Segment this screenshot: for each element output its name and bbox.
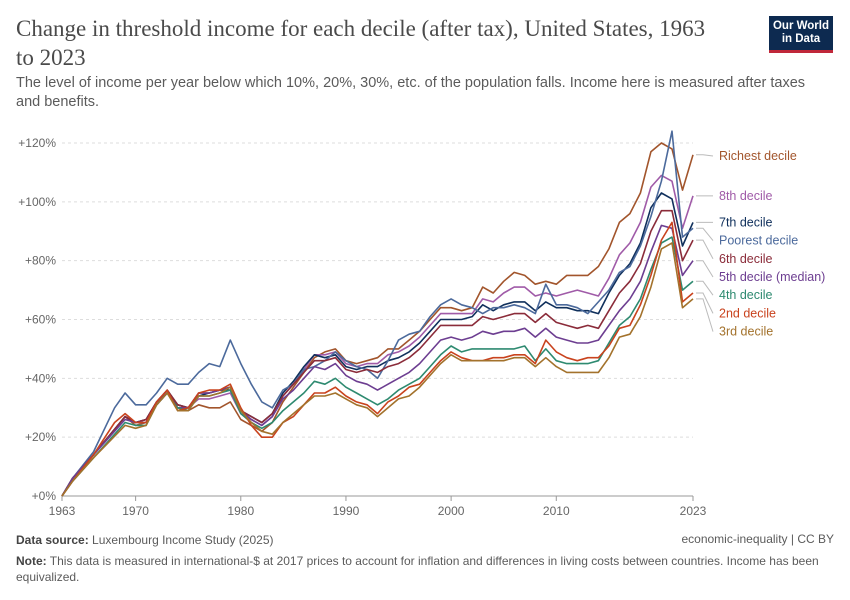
- x-tick-label: 2010: [543, 504, 570, 518]
- series-line-3rd-decile[interactable]: [61, 242, 694, 497]
- series-label[interactable]: Poorest decile: [719, 234, 798, 248]
- x-tick-label: 1963: [49, 504, 76, 518]
- data-source: Data source: Luxembourg Income Study (20…: [16, 532, 834, 548]
- series-label[interactable]: 8th decile: [719, 189, 773, 203]
- footnote: Note: This data is measured in internati…: [16, 553, 834, 585]
- note-text: This data is measured in international-$…: [16, 554, 819, 584]
- x-tick-label: 2000: [438, 504, 465, 518]
- series-line-6th-decile[interactable]: [61, 209, 694, 497]
- y-axis-ticks: +0% +20% +40% +60% +80% +100% +120%: [18, 136, 56, 503]
- owid-logo[interactable]: Our World in Data: [769, 16, 833, 53]
- y-tick-label: +0%: [32, 489, 57, 503]
- series-label[interactable]: 2nd decile: [719, 306, 776, 320]
- series-label[interactable]: 3rd decile: [719, 325, 773, 339]
- series-label[interactable]: Richest decile: [719, 149, 797, 163]
- series-lines: [61, 130, 694, 497]
- y-tick-label: +100%: [18, 195, 56, 209]
- label-connector: [696, 292, 714, 314]
- y-tick-label: +20%: [25, 430, 56, 444]
- label-connector: [696, 280, 714, 296]
- logo-line-1: Our World: [772, 20, 829, 32]
- series-line-poorest-decile[interactable]: [61, 130, 694, 497]
- label-connector: [696, 227, 714, 241]
- y-tick-label: +80%: [25, 254, 56, 268]
- license[interactable]: economic-inequality | CC BY: [681, 532, 834, 546]
- series-label[interactable]: 4th decile: [719, 288, 773, 302]
- label-connector: [696, 298, 714, 332]
- y-tick-label: +60%: [25, 313, 56, 327]
- series-label[interactable]: 7th decile: [719, 215, 773, 229]
- logo-line-2: in Data: [781, 33, 821, 45]
- chart-subtitle: The level of income per year below which…: [16, 75, 806, 110]
- line-chart: +0%+20%+40%+60%+80%+100%+120% 1963 1970 19…: [18, 130, 825, 518]
- series-label[interactable]: 5th decile (median): [719, 270, 825, 284]
- y-tick-label: +40%: [25, 371, 56, 385]
- source-text[interactable]: Luxembourg Income Study (2025): [92, 533, 274, 547]
- x-tick-label: 1970: [122, 504, 149, 518]
- source-label: Data source:: [16, 533, 89, 547]
- series-line-2nd-decile[interactable]: [61, 221, 694, 497]
- series-line-7th-decile[interactable]: [61, 192, 694, 497]
- series-label[interactable]: 6th decile: [719, 252, 773, 266]
- x-tick-label: 1990: [333, 504, 360, 518]
- grid-lines: [62, 142, 693, 497]
- note-label: Note:: [16, 554, 47, 568]
- label-connector: [696, 260, 714, 278]
- chart-title: Change in threshold income for each deci…: [16, 16, 706, 70]
- x-tick-label: 2023: [680, 504, 707, 518]
- label-connector: [696, 154, 714, 157]
- series-labels: Richest decile 8th decile 7th decile Poores…: [696, 149, 825, 339]
- x-axis-ticks: 1963 1970 1980 1990 2000 2010 2023: [49, 496, 707, 518]
- label-connector: [696, 239, 714, 260]
- series-line-8th-decile[interactable]: [61, 174, 694, 497]
- y-tick-label: +120%: [18, 136, 56, 150]
- x-tick-label: 1980: [227, 504, 254, 518]
